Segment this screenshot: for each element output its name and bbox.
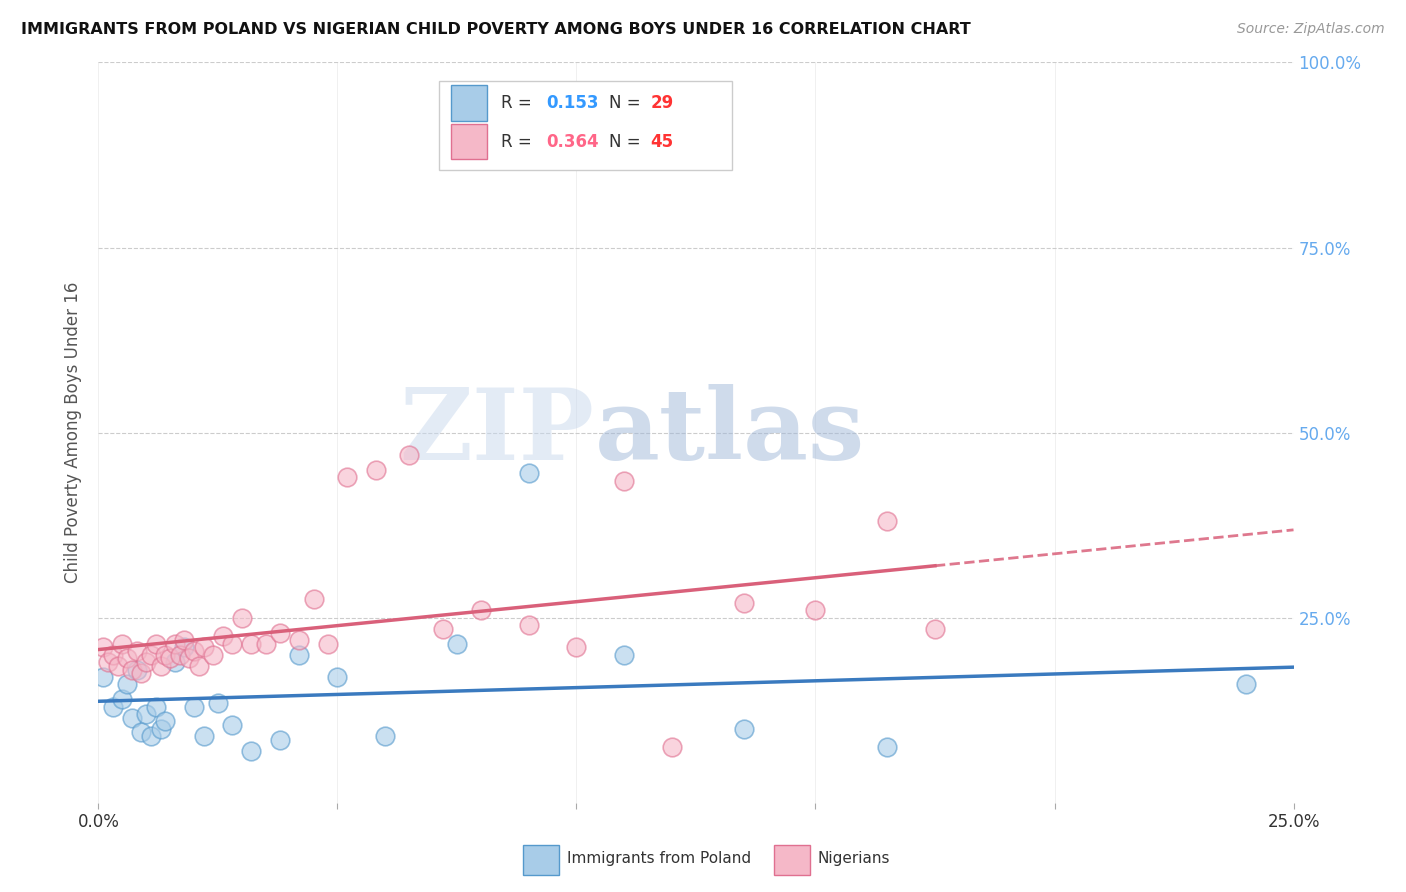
- Point: [125, 644, 148, 658]
- Text: ZIP: ZIP: [399, 384, 595, 481]
- Point: [1234, 677, 1257, 691]
- Point: [101, 648, 124, 662]
- Point: [221, 637, 243, 651]
- Point: [613, 474, 636, 488]
- Point: [517, 467, 540, 481]
- Point: [804, 603, 827, 617]
- Point: [121, 663, 143, 677]
- Text: 0.364: 0.364: [547, 133, 599, 151]
- Point: [183, 699, 205, 714]
- Point: [193, 640, 215, 655]
- Text: R =: R =: [501, 95, 537, 112]
- Point: [97, 655, 120, 669]
- Point: [173, 632, 195, 647]
- Point: [115, 651, 138, 665]
- Point: [149, 658, 172, 673]
- Point: [155, 648, 177, 662]
- Text: N =: N =: [609, 133, 645, 151]
- Point: [211, 629, 233, 643]
- Y-axis label: Child Poverty Among Boys Under 16: Child Poverty Among Boys Under 16: [65, 282, 83, 583]
- Point: [145, 637, 167, 651]
- Point: [111, 637, 134, 651]
- FancyBboxPatch shape: [451, 124, 486, 160]
- Point: [125, 663, 148, 677]
- Point: [221, 718, 243, 732]
- Point: [163, 637, 186, 651]
- Point: [159, 651, 181, 665]
- Point: [121, 711, 143, 725]
- Point: [288, 632, 311, 647]
- Point: [169, 648, 191, 662]
- Point: [131, 725, 153, 739]
- Point: [183, 644, 205, 658]
- Point: [193, 729, 215, 743]
- Point: [661, 740, 683, 755]
- Point: [374, 729, 396, 743]
- Point: [155, 714, 177, 729]
- Point: [107, 658, 129, 673]
- Text: Nigerians: Nigerians: [818, 851, 890, 866]
- Point: [269, 732, 291, 747]
- Point: [231, 610, 253, 624]
- Point: [733, 722, 755, 736]
- Point: [398, 448, 420, 462]
- Point: [163, 655, 186, 669]
- Point: [111, 692, 134, 706]
- Point: [145, 699, 167, 714]
- Point: [131, 666, 153, 681]
- Point: [326, 670, 349, 684]
- Point: [135, 655, 157, 669]
- Point: [207, 696, 229, 710]
- Point: [876, 515, 898, 529]
- Text: IMMIGRANTS FROM POLAND VS NIGERIAN CHILD POVERTY AMONG BOYS UNDER 16 CORRELATION: IMMIGRANTS FROM POLAND VS NIGERIAN CHILD…: [21, 22, 970, 37]
- Point: [316, 637, 339, 651]
- Point: [149, 722, 172, 736]
- Point: [517, 618, 540, 632]
- Point: [470, 603, 492, 617]
- Text: 45: 45: [651, 133, 673, 151]
- Point: [91, 640, 114, 655]
- Text: N =: N =: [609, 95, 645, 112]
- Point: [302, 592, 325, 607]
- Text: 0.153: 0.153: [547, 95, 599, 112]
- Text: 29: 29: [651, 95, 673, 112]
- Point: [202, 648, 225, 662]
- Point: [135, 706, 157, 721]
- Text: Immigrants from Poland: Immigrants from Poland: [567, 851, 751, 866]
- Point: [565, 640, 588, 655]
- FancyBboxPatch shape: [773, 845, 810, 875]
- Point: [173, 640, 195, 655]
- FancyBboxPatch shape: [451, 86, 486, 121]
- Point: [733, 596, 755, 610]
- FancyBboxPatch shape: [439, 81, 733, 169]
- Point: [876, 740, 898, 755]
- Point: [336, 470, 359, 484]
- Point: [288, 648, 311, 662]
- Point: [924, 622, 946, 636]
- Point: [269, 625, 291, 640]
- Point: [139, 648, 162, 662]
- Text: R =: R =: [501, 133, 537, 151]
- Point: [432, 622, 454, 636]
- Point: [364, 462, 387, 476]
- Point: [254, 637, 277, 651]
- Point: [139, 729, 162, 743]
- Text: atlas: atlas: [595, 384, 865, 481]
- Point: [101, 699, 124, 714]
- Text: Source: ZipAtlas.com: Source: ZipAtlas.com: [1237, 22, 1385, 37]
- Point: [240, 744, 263, 758]
- Point: [115, 677, 138, 691]
- Point: [240, 637, 263, 651]
- Point: [91, 670, 114, 684]
- Point: [613, 648, 636, 662]
- Point: [179, 651, 201, 665]
- Point: [187, 658, 209, 673]
- FancyBboxPatch shape: [523, 845, 558, 875]
- Point: [446, 637, 468, 651]
